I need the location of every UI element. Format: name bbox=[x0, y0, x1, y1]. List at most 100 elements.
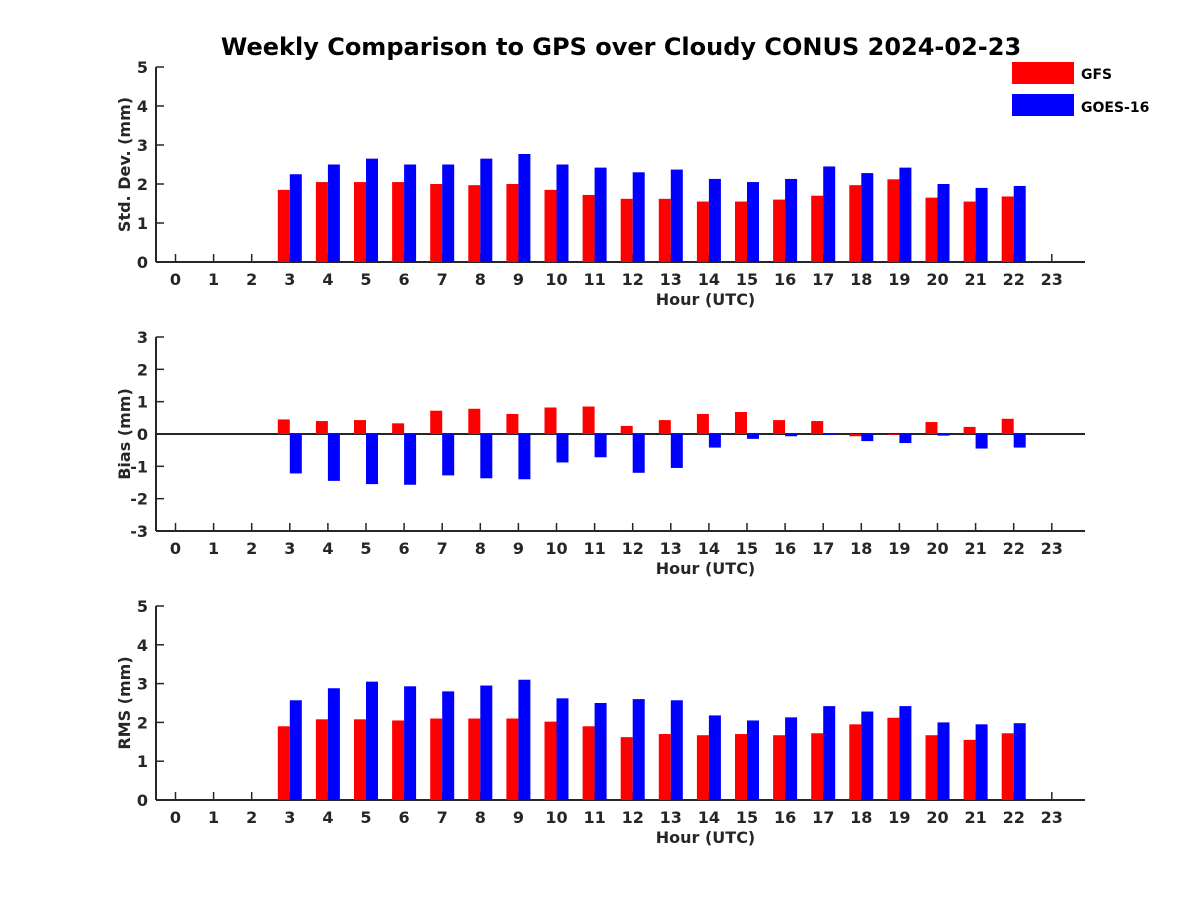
std-dev-bar-gfs-hour-10 bbox=[544, 189, 557, 262]
bias-y-tick-label: -3 bbox=[130, 522, 148, 541]
rms-y-tick-label: 4 bbox=[137, 636, 148, 655]
bias-x-axis-label: Hour (UTC) bbox=[656, 559, 756, 578]
std-dev-bar-goes16-hour-3 bbox=[289, 174, 302, 262]
rms-bar-gfs-hour-12 bbox=[620, 737, 633, 800]
bias-bar-gfs-hour-22 bbox=[1001, 418, 1014, 434]
std-dev-bar-goes16-hour-12 bbox=[632, 172, 645, 262]
rms-bar-goes16-hour-11 bbox=[594, 703, 607, 800]
std-dev-bar-goes16-hour-9 bbox=[518, 153, 531, 262]
bias-bar-gfs-hour-15 bbox=[735, 412, 747, 434]
bias-bar-goes16-hour-21 bbox=[975, 434, 988, 449]
bias-x-tick-label: 9 bbox=[513, 539, 524, 558]
bias-bar-goes16-hour-10 bbox=[556, 434, 569, 463]
rms-x-tick-label: 0 bbox=[170, 808, 181, 827]
std-dev-bar-gfs-hour-3 bbox=[277, 189, 290, 262]
bias-bar-gfs-hour-17 bbox=[811, 421, 824, 434]
bias-y-axis-label: Bias (mm) bbox=[115, 388, 134, 480]
std-dev-bar-goes16-hour-14 bbox=[708, 178, 721, 262]
rms-x-tick-label: 22 bbox=[1003, 808, 1025, 827]
bias-bar-goes16-hour-6 bbox=[404, 434, 417, 485]
bias-x-tick-label: 1 bbox=[208, 539, 219, 558]
bias-y-tick-label: 3 bbox=[137, 328, 148, 347]
std-dev-y-tick-label: 5 bbox=[137, 58, 148, 77]
rms-x-tick-label: 5 bbox=[360, 808, 371, 827]
std-dev-x-tick-label: 3 bbox=[284, 270, 295, 289]
bias-bar-goes16-hour-11 bbox=[594, 434, 607, 458]
rms-bar-goes16-hour-16 bbox=[785, 717, 798, 800]
bias-x-tick-label: 8 bbox=[475, 539, 486, 558]
std-dev-bar-goes16-hour-10 bbox=[556, 164, 569, 262]
legend-swatch-goes16 bbox=[1012, 94, 1074, 116]
bias-bar-gfs-hour-7 bbox=[430, 410, 443, 434]
rms-x-axis-label: Hour (UTC) bbox=[656, 828, 756, 847]
rms-x-tick-label: 12 bbox=[622, 808, 644, 827]
bias-bar-goes16-hour-17 bbox=[823, 434, 836, 435]
std-dev-bar-gfs-hour-9 bbox=[506, 184, 519, 262]
std-dev-bar-gfs-hour-8 bbox=[468, 185, 481, 262]
rms-x-tick-label: 20 bbox=[926, 808, 948, 827]
legend-label-gfs: GFS bbox=[1081, 67, 1112, 83]
bias-x-tick-label: 0 bbox=[170, 539, 181, 558]
rms-bar-goes16-hour-6 bbox=[404, 686, 417, 800]
bias-bar-gfs-hour-20 bbox=[925, 422, 938, 434]
rms-bar-gfs-hour-22 bbox=[1001, 733, 1014, 800]
std-dev-bar-gfs-hour-16 bbox=[773, 199, 786, 262]
rms-bar-goes16-hour-18 bbox=[861, 711, 874, 800]
rms-bar-goes16-hour-19 bbox=[899, 706, 912, 800]
bias-x-tick-label: 2 bbox=[246, 539, 257, 558]
std-dev-x-tick-label: 10 bbox=[545, 270, 567, 289]
rms-bar-gfs-hour-5 bbox=[354, 719, 366, 800]
std-dev-x-tick-label: 2 bbox=[246, 270, 257, 289]
std-dev-bar-gfs-hour-18 bbox=[849, 185, 862, 262]
rms-y-tick-label: 1 bbox=[137, 752, 148, 771]
bias-x-tick-label: 14 bbox=[698, 539, 720, 558]
std-dev-x-tick-label: 14 bbox=[698, 270, 720, 289]
rms-bar-goes16-hour-22 bbox=[1013, 723, 1026, 800]
bias-x-tick-label: 21 bbox=[964, 539, 986, 558]
rms-bar-gfs-hour-19 bbox=[887, 717, 900, 800]
bias-y-tick-label: -2 bbox=[130, 490, 148, 509]
bias-bar-gfs-hour-11 bbox=[582, 406, 595, 434]
rms-x-tick-label: 14 bbox=[698, 808, 720, 827]
legend: GFS GOES-16 bbox=[1012, 62, 1149, 116]
std-dev-x-tick-label: 19 bbox=[888, 270, 910, 289]
std-dev-bar-goes16-hour-5 bbox=[366, 158, 378, 262]
std-dev-bar-gfs-hour-15 bbox=[735, 201, 747, 262]
bias-x-tick-label: 20 bbox=[926, 539, 948, 558]
rms-bar-goes16-hour-10 bbox=[556, 698, 569, 800]
std-dev-bar-gfs-hour-19 bbox=[887, 179, 900, 262]
rms-x-tick-label: 10 bbox=[545, 808, 567, 827]
rms-y-tick-label: 5 bbox=[137, 597, 148, 616]
rms-y-tick-label: 0 bbox=[137, 791, 148, 810]
rms-x-tick-label: 8 bbox=[475, 808, 486, 827]
bias-bar-goes16-hour-19 bbox=[899, 434, 912, 444]
rms-bar-gfs-hour-16 bbox=[773, 735, 786, 800]
rms-x-tick-label: 9 bbox=[513, 808, 524, 827]
bias-x-tick-label: 4 bbox=[322, 539, 333, 558]
bias-bar-gfs-hour-16 bbox=[773, 420, 786, 434]
std-dev-x-tick-label: 22 bbox=[1003, 270, 1025, 289]
std-dev-x-tick-label: 7 bbox=[437, 270, 448, 289]
rms-bar-goes16-hour-15 bbox=[747, 720, 759, 800]
std-dev-bar-goes16-hour-18 bbox=[861, 173, 874, 262]
rms-bar-goes16-hour-17 bbox=[823, 706, 836, 800]
std-dev-x-tick-label: 15 bbox=[736, 270, 758, 289]
bias-bar-goes16-hour-12 bbox=[632, 434, 645, 473]
rms-y-tick-label: 3 bbox=[137, 675, 148, 694]
rms-x-tick-label: 19 bbox=[888, 808, 910, 827]
bias-bar-goes16-hour-15 bbox=[747, 434, 759, 439]
bias-bar-gfs-hour-10 bbox=[544, 407, 557, 434]
rms-bar-gfs-hour-14 bbox=[696, 735, 709, 800]
std-dev-x-axis-label: Hour (UTC) bbox=[656, 290, 756, 309]
rms-bar-goes16-hour-14 bbox=[708, 715, 721, 800]
rms-bar-gfs-hour-3 bbox=[277, 726, 290, 800]
rms-bar-goes16-hour-4 bbox=[327, 688, 340, 800]
bias-x-tick-label: 22 bbox=[1003, 539, 1025, 558]
rms-y-tick-label: 2 bbox=[137, 713, 148, 732]
bias-x-tick-label: 10 bbox=[545, 539, 567, 558]
rms-bar-gfs-hour-6 bbox=[392, 720, 405, 800]
std-dev-y-axis-label: Std. Dev. (mm) bbox=[115, 97, 134, 232]
rms-bar-gfs-hour-10 bbox=[544, 721, 557, 800]
bias-x-tick-label: 17 bbox=[812, 539, 834, 558]
std-dev-bar-gfs-hour-22 bbox=[1001, 196, 1014, 262]
